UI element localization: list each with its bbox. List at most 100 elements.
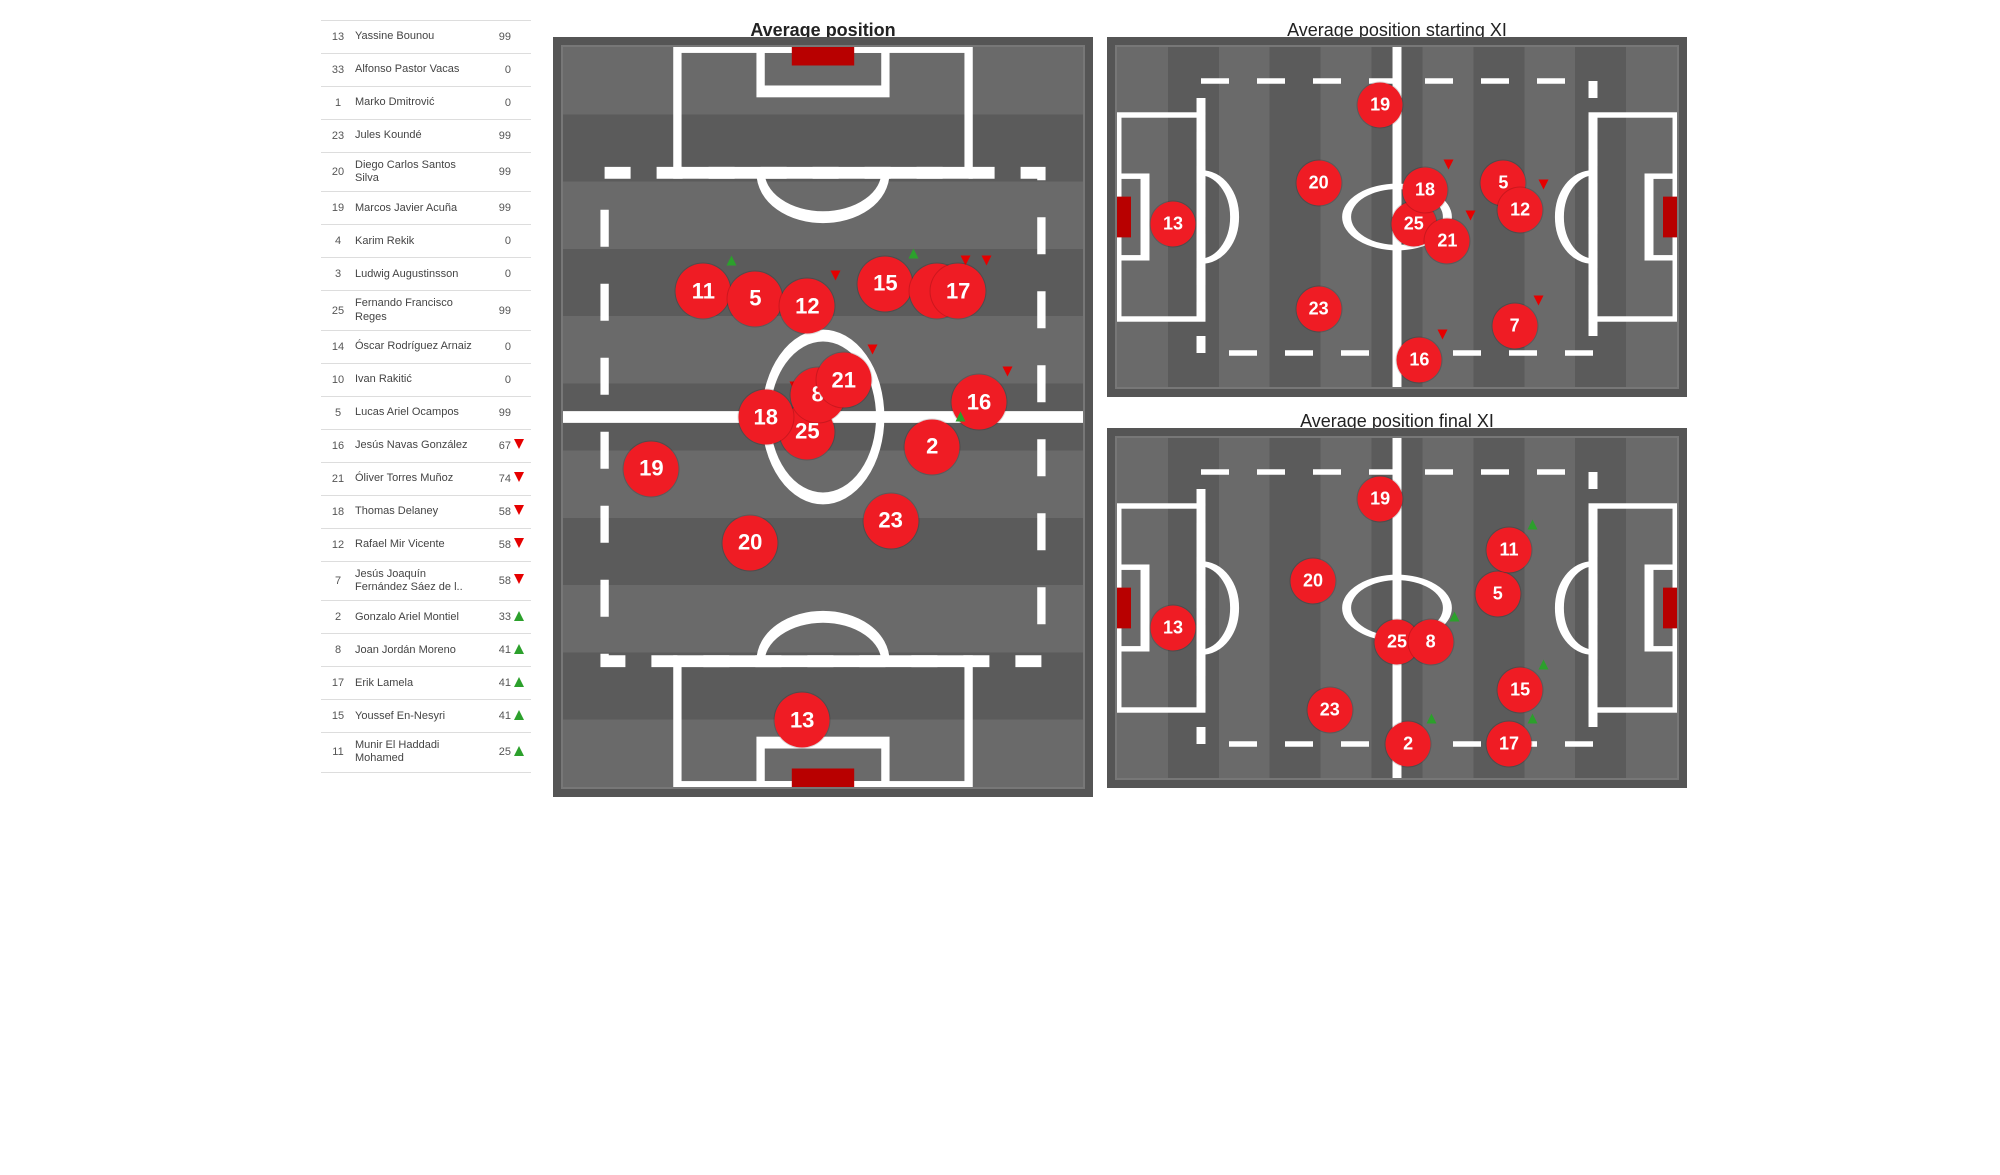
- starting-pitch-title: Average position starting XI: [1115, 20, 1679, 41]
- sub-on-icon: [514, 677, 524, 687]
- player-number: 13: [325, 31, 351, 43]
- sub-off-icon: [1533, 295, 1543, 305]
- player-marker: 16: [952, 375, 1007, 430]
- player-minutes: 58: [485, 575, 511, 587]
- player-name: Yassine Bounou: [351, 30, 485, 43]
- player-marker: 15: [1498, 667, 1543, 712]
- player-row: 23Jules Koundé99: [321, 120, 531, 153]
- final-pitch-panel: Average position final XI 13192023225851…: [1115, 411, 1679, 780]
- player-minutes: 99: [485, 407, 511, 419]
- sub-on-icon: [514, 746, 524, 756]
- sub-on-icon: [1528, 520, 1538, 530]
- sub-on-icon: [514, 611, 524, 621]
- sub-arrow-cell: [511, 677, 527, 690]
- player-row: 12Rafael Mir Vicente58: [321, 529, 531, 562]
- player-minutes: 58: [485, 539, 511, 551]
- player-name: Gonzalo Ariel Montiel: [351, 611, 485, 624]
- player-minutes: 74: [485, 473, 511, 485]
- starting-pitch-panel: Average position starting XI 13192023162…: [1115, 20, 1679, 389]
- player-minutes: 0: [485, 374, 511, 386]
- sub-off-icon: [1438, 329, 1448, 339]
- player-number: 19: [325, 202, 351, 214]
- player-row: 19Marcos Javier Acuña99: [321, 192, 531, 225]
- player-marker: 19: [1358, 82, 1403, 127]
- player-name: Thomas Delaney: [351, 505, 485, 518]
- player-name: Marko Dmitrović: [351, 96, 485, 109]
- player-row: 20Diego Carlos Santos Silva99: [321, 153, 531, 192]
- player-row: 16Jesús Navas González67: [321, 430, 531, 463]
- player-minutes: 58: [485, 506, 511, 518]
- sub-arrow-cell: [511, 746, 527, 759]
- player-number: 18: [325, 506, 351, 518]
- player-number: 17: [325, 677, 351, 689]
- player-name: Fernando Francisco Reges: [351, 297, 485, 323]
- player-name: Marcos Javier Acuña: [351, 202, 485, 215]
- player-row: 33Alfonso Pastor Vacas0: [321, 54, 531, 87]
- player-minutes: 99: [485, 166, 511, 178]
- player-row: 4Karim Rekik0: [321, 225, 531, 258]
- player-row: 1Marko Dmitrović0: [321, 87, 531, 120]
- player-name: Ludwig Augustinsson: [351, 268, 485, 281]
- main-pitch: 1319202316225188211151215717: [561, 45, 1085, 789]
- player-row: 5Lucas Ariel Ocampos99: [321, 397, 531, 430]
- player-marker: 20: [1291, 558, 1336, 603]
- player-number: 23: [325, 130, 351, 142]
- player-marker: 17: [931, 264, 986, 319]
- player-marker: 12: [780, 279, 835, 334]
- player-row: 17Erik Lamela41: [321, 667, 531, 700]
- player-minutes: 41: [485, 677, 511, 689]
- player-name: Alfonso Pastor Vacas: [351, 63, 485, 76]
- player-marker: 5: [728, 271, 783, 326]
- player-marker: 17: [1487, 722, 1532, 767]
- player-minutes: 0: [485, 268, 511, 280]
- player-minutes: 67: [485, 440, 511, 452]
- main-pitch-title: Average position: [561, 20, 1085, 41]
- sub-off-icon: [1444, 159, 1454, 169]
- player-name: Erik Lamela: [351, 677, 485, 690]
- sub-on-icon: [514, 644, 524, 654]
- sub-on-icon: [1528, 714, 1538, 724]
- starting-pitch: 13192023162518215127: [1115, 45, 1679, 389]
- sub-on-icon: [956, 411, 966, 421]
- player-marker: 12: [1498, 188, 1543, 233]
- sub-off-icon: [514, 472, 524, 482]
- player-marker: 11: [676, 264, 731, 319]
- player-name: Ivan Rakitić: [351, 373, 485, 386]
- sub-on-icon: [1449, 612, 1459, 622]
- sub-on-icon: [727, 256, 737, 266]
- player-row: 15Youssef En-Nesyri41: [321, 700, 531, 733]
- player-marker: 18: [738, 390, 793, 445]
- player-marker: 21: [1425, 218, 1470, 263]
- player-number: 15: [325, 710, 351, 722]
- player-marker: 2: [1386, 722, 1431, 767]
- sub-arrow-cell: [511, 505, 527, 518]
- sub-on-icon: [1427, 714, 1437, 724]
- player-number: 25: [325, 305, 351, 317]
- player-name: Lucas Ariel Ocampos: [351, 406, 485, 419]
- player-number: 4: [325, 235, 351, 247]
- sub-off-icon: [514, 574, 524, 584]
- player-marker: 13: [1151, 606, 1196, 651]
- player-name: Joan Jordán Moreno: [351, 644, 485, 657]
- player-number: 10: [325, 374, 351, 386]
- sub-off-icon: [514, 439, 524, 449]
- player-number: 2: [325, 611, 351, 623]
- player-row: 18Thomas Delaney58: [321, 496, 531, 529]
- sub-arrow-cell: [511, 472, 527, 485]
- player-marker: 7: [1492, 303, 1537, 348]
- player-minutes: 41: [485, 710, 511, 722]
- player-minutes: 99: [485, 130, 511, 142]
- player-minutes: 99: [485, 305, 511, 317]
- player-marker: 11: [1487, 528, 1532, 573]
- final-pitch: 1319202322585111517: [1115, 436, 1679, 780]
- player-marker: 13: [775, 693, 830, 748]
- player-name: Jesús Navas González: [351, 439, 485, 452]
- player-row: 10Ivan Rakitić0: [321, 364, 531, 397]
- right-column: Average position starting XI 13192023162…: [1115, 20, 1679, 780]
- sub-off-icon: [982, 256, 992, 266]
- player-marker: 19: [1358, 477, 1403, 522]
- sub-off-icon: [514, 538, 524, 548]
- sub-off-icon: [867, 345, 877, 355]
- sub-off-icon: [514, 505, 524, 515]
- player-marker: 13: [1151, 201, 1196, 246]
